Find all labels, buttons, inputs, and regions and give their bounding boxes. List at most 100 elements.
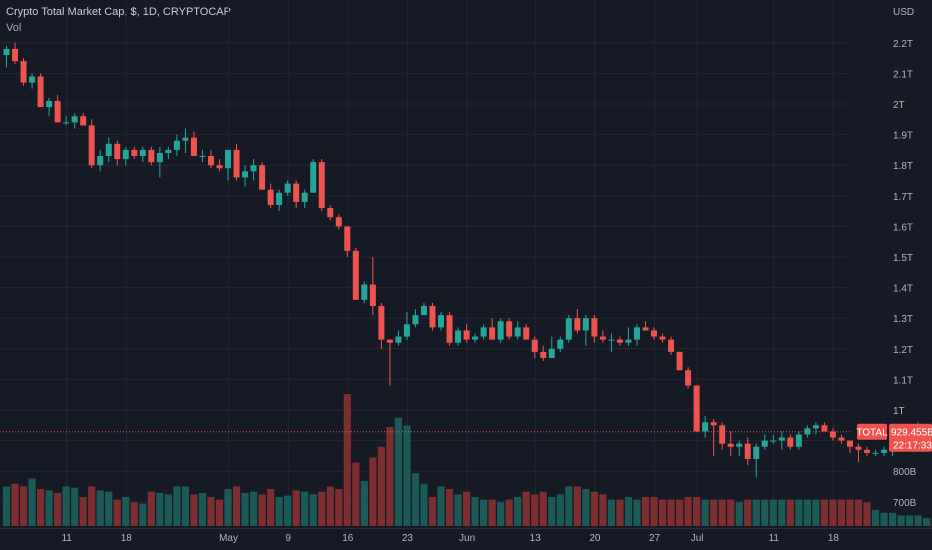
candle <box>651 327 658 340</box>
volume-bar <box>411 473 420 526</box>
candle-body <box>20 61 27 83</box>
candle-body <box>182 137 189 141</box>
candle <box>80 113 87 126</box>
candle-body <box>63 122 70 124</box>
candle <box>506 318 513 340</box>
candle <box>267 183 274 209</box>
x-tick-label: 13 <box>530 533 542 544</box>
volume-bar <box>607 499 616 526</box>
candle <box>122 146 129 166</box>
candle <box>446 312 453 346</box>
candle <box>395 330 402 346</box>
volume-bar <box>326 486 334 526</box>
volume-bar <box>539 491 547 526</box>
candle-body <box>855 446 862 450</box>
price-axis[interactable]: USD 2.2T 2.1T 2T 1.9T 1.8T 1.7T 1.6T 1.5T 1.4T 1.… <box>893 7 917 509</box>
candle <box>881 446 888 456</box>
volume-bar <box>582 489 590 526</box>
price-tag-countdown: 22:17:33 <box>893 441 932 452</box>
candle-body <box>148 149 155 163</box>
volume-bar <box>19 486 28 526</box>
candle-body <box>173 140 180 150</box>
candle <box>497 318 504 343</box>
candle <box>787 434 794 450</box>
candle <box>846 440 853 453</box>
candle-body <box>293 183 300 202</box>
volume-bar <box>906 515 914 526</box>
candle-body <box>395 336 402 343</box>
volume-bar <box>88 486 96 526</box>
candle-body <box>761 440 768 447</box>
volume-bar <box>684 496 692 526</box>
candle-body <box>352 250 359 300</box>
candle-body <box>12 48 19 62</box>
candle-body <box>403 324 410 337</box>
volume-bar <box>249 491 258 526</box>
volume-bar <box>667 499 675 526</box>
candle-body <box>233 149 240 178</box>
candle-body <box>736 443 743 447</box>
price-tag-value-bg <box>889 423 932 452</box>
candle <box>97 149 104 172</box>
candle-body <box>216 165 223 169</box>
volume-bar <box>301 491 309 526</box>
candle <box>105 137 112 163</box>
candle-body <box>80 116 87 126</box>
volume-bar <box>164 494 172 526</box>
volume-bar <box>616 499 624 526</box>
volume-bar <box>335 489 343 526</box>
candle-body <box>190 137 197 157</box>
candle <box>565 315 572 343</box>
candle <box>156 146 163 178</box>
y-tick-label: 1T <box>893 406 905 417</box>
candle-body <box>574 318 581 331</box>
candle <box>855 443 862 463</box>
candle-body <box>540 351 547 358</box>
candle <box>386 339 393 386</box>
volume-bar <box>215 499 224 526</box>
candle-body <box>369 284 376 306</box>
y-tick-label: 1.3T <box>893 314 913 325</box>
volume-bar <box>599 494 607 526</box>
candle-body <box>838 437 845 441</box>
volume-bar <box>198 493 207 526</box>
candle <box>778 431 785 450</box>
y-tick-label: 1.4T <box>893 284 913 295</box>
volume-bar <box>744 499 752 526</box>
volume-bar <box>267 489 275 526</box>
volume-bar <box>514 496 522 526</box>
volume-bar <box>113 499 121 526</box>
y-tick-label: 1.1T <box>893 375 913 386</box>
candle-body <box>812 425 819 429</box>
candle <box>591 315 598 343</box>
candle <box>472 333 479 343</box>
volume-bar <box>403 425 411 526</box>
candle-body <box>46 100 53 108</box>
time-axis[interactable]: 11 18 May 9 16 23 Jun 13 20 27 Jul 11 18 <box>0 528 932 545</box>
candle <box>693 385 700 432</box>
candle <box>71 113 78 129</box>
volume-bar <box>181 486 190 526</box>
candle-body <box>829 431 836 438</box>
volume-bar <box>880 512 888 526</box>
candle-body <box>565 318 572 340</box>
candle <box>369 257 376 316</box>
volume-bar <box>769 499 777 526</box>
candle <box>744 437 751 466</box>
candle <box>761 434 768 450</box>
volume-bar <box>556 494 564 526</box>
volume-bar <box>761 499 769 526</box>
volume-bar <box>871 510 880 526</box>
volume-bar <box>735 502 743 526</box>
volume-bar <box>471 496 479 526</box>
price-tag-name-bg <box>857 423 887 440</box>
volume-bar <box>565 486 573 526</box>
candle-body <box>29 76 36 83</box>
volume-bar <box>352 462 360 526</box>
candle-body <box>676 351 683 371</box>
candle <box>335 214 342 230</box>
currency-label: USD <box>893 7 914 18</box>
candle <box>225 149 232 181</box>
candle <box>131 146 138 160</box>
